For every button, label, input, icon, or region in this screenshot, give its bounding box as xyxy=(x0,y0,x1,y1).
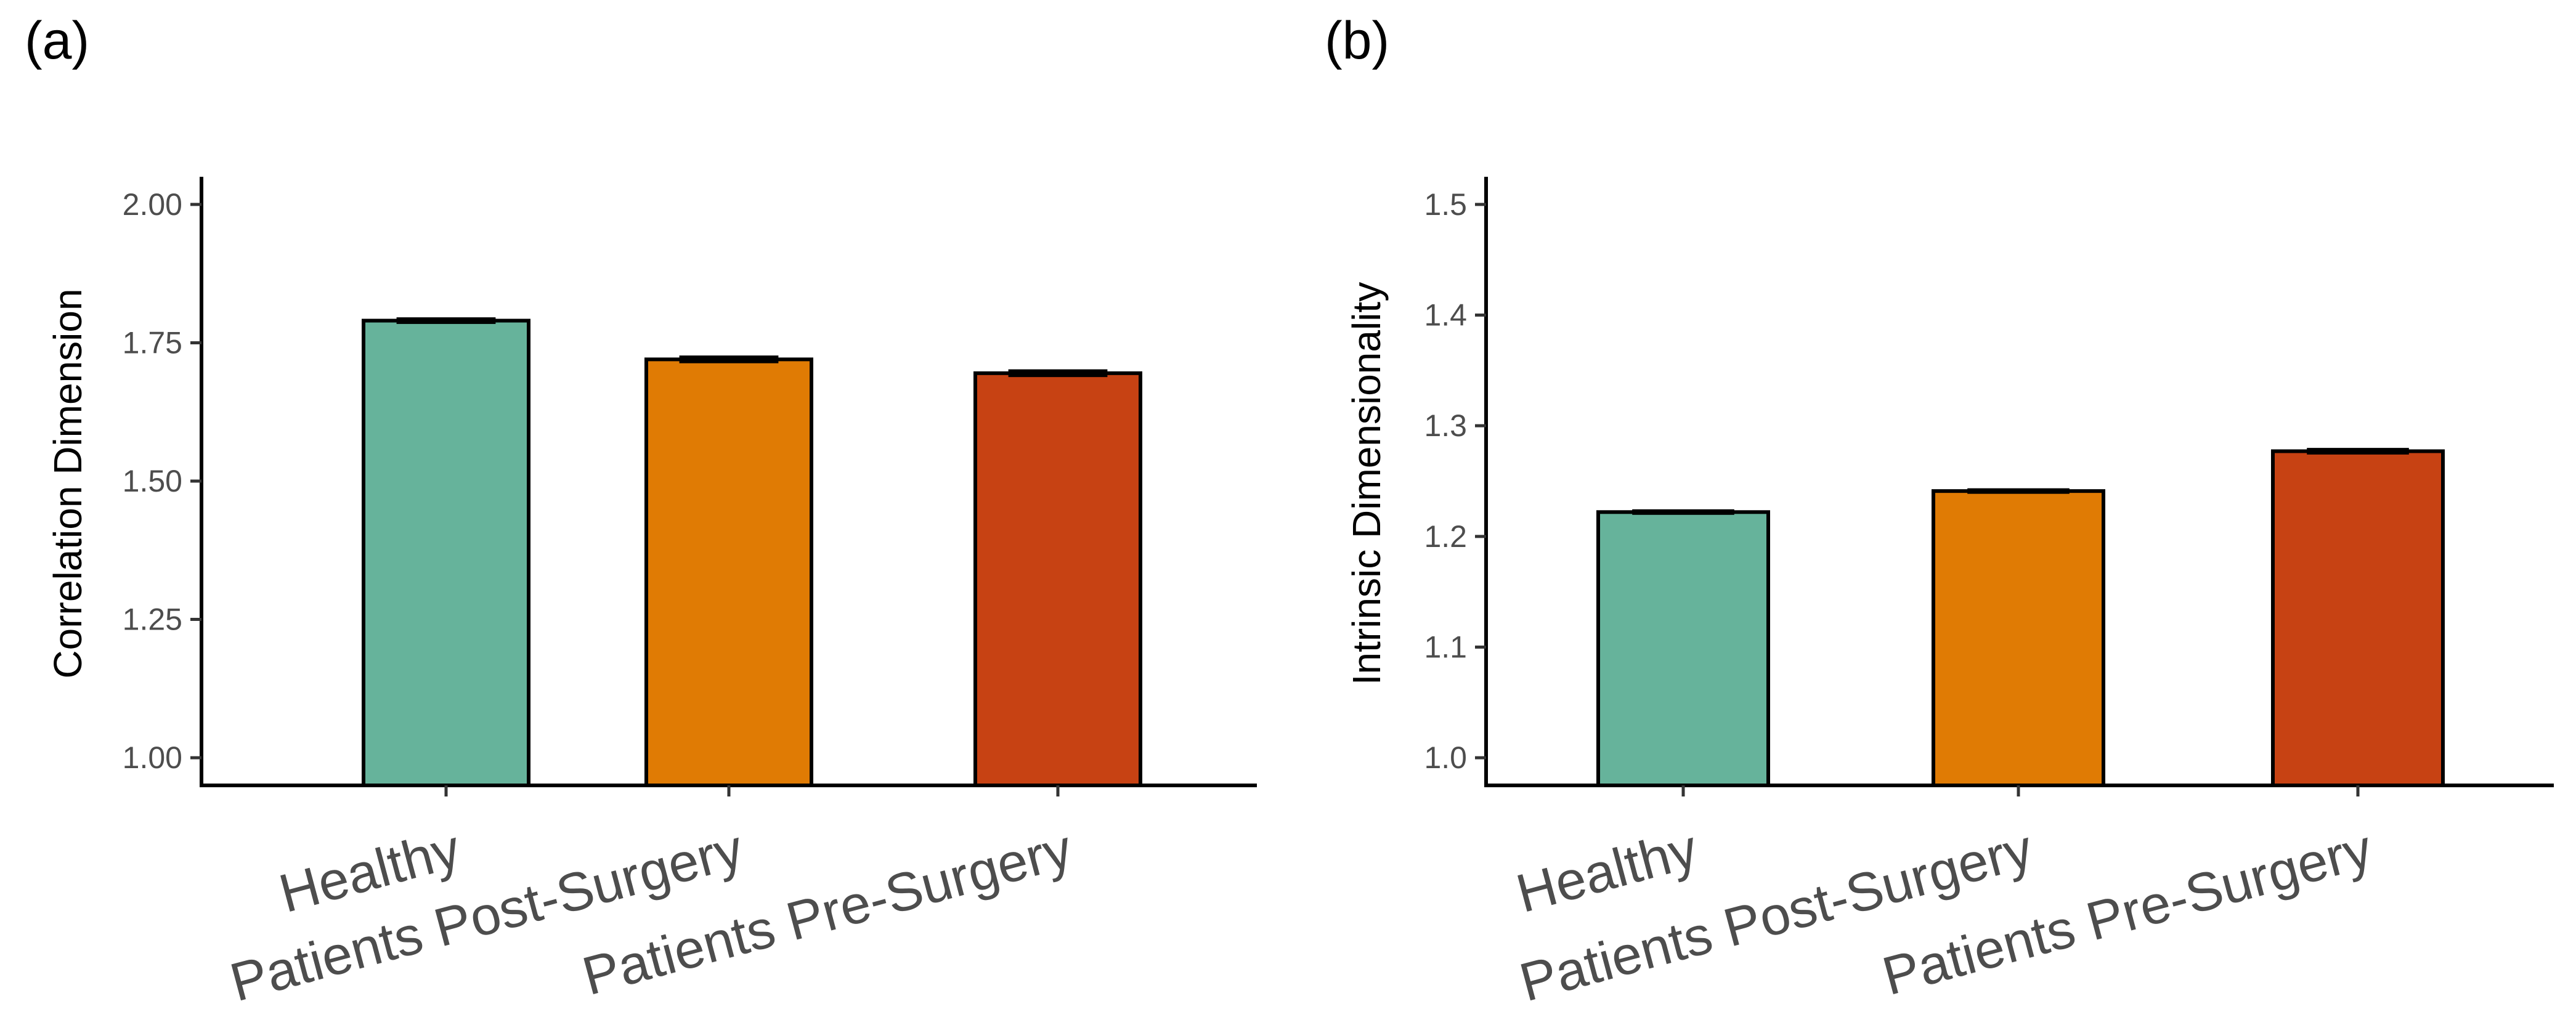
panel-b-error-bar-post-surgery xyxy=(1967,488,2070,494)
panel-a-error-bar-healthy xyxy=(396,317,496,324)
panel-a-bar-post-surgery xyxy=(644,357,813,787)
panel-a-bar-pre-surgery xyxy=(973,371,1142,787)
panel-b-x-tick-label-healthy: Healthy xyxy=(1510,817,1704,924)
panel-b-y-tick-label: 1.4 xyxy=(1424,298,1467,333)
panel-b-y-tick-label: 1.3 xyxy=(1424,408,1467,443)
panel-b-error-bar-healthy xyxy=(1632,509,1734,515)
panel-a-error-bars xyxy=(396,317,1108,378)
panel-a-y-ticks: 1.00 1.25 1.50 1.75 2.00 xyxy=(123,187,201,775)
panel-b-y-axis-label: Intrinsic Dimensionality xyxy=(1344,282,1389,685)
panel-a-y-tick-label: 2.00 xyxy=(123,187,182,222)
panel-a-label: (a) xyxy=(25,11,89,70)
panel-b: (b) Intrinsic Dimensionality 1.0 1.1 1.2… xyxy=(1325,11,2554,1013)
panel-a-x-ticks: Healthy Patients Post-Surgery Patients P… xyxy=(224,785,1078,1013)
panel-a-y-tick-label: 1.25 xyxy=(123,602,182,637)
panel-b-error-bars xyxy=(1632,448,2409,515)
panel-b-y-tick-label: 1.0 xyxy=(1424,740,1467,775)
panel-b-bar-healthy xyxy=(1596,510,1770,787)
panel-b-error-bar-pre-surgery xyxy=(2307,448,2409,455)
panel-b-y-tick-label: 1.5 xyxy=(1424,187,1467,222)
panel-b-y-tick-label: 1.2 xyxy=(1424,519,1467,554)
panel-b-label: (b) xyxy=(1325,11,1389,70)
panel-a-bar-healthy xyxy=(362,318,530,787)
panel-a-bars xyxy=(362,318,1142,787)
panel-a-error-bar-post-surgery xyxy=(679,355,779,363)
panel-a-y-axis-label: Correlation Dimension xyxy=(46,288,90,678)
panel-b-y-tick-label: 1.1 xyxy=(1424,630,1467,664)
panel-b-bar-pre-surgery xyxy=(2271,449,2445,787)
panel-a-y-tick-label: 1.75 xyxy=(123,325,182,360)
panel-b-y-ticks: 1.0 1.1 1.2 1.3 1.4 1.5 xyxy=(1424,187,1486,775)
panel-b-x-ticks: Healthy Patients Post-Surgery Patients P… xyxy=(1510,785,2378,1013)
panel-b-bars xyxy=(1596,449,2445,788)
panel-a-y-tick-label: 1.50 xyxy=(123,464,182,498)
panel-b-bar-post-surgery xyxy=(1932,489,2105,788)
panel-a: (a) Correlation Dimension 1.00 1.25 1.50… xyxy=(25,11,1257,1013)
panel-a-error-bar-pre-surgery xyxy=(1008,369,1108,378)
panel-a-y-tick-label: 1.00 xyxy=(123,740,182,775)
